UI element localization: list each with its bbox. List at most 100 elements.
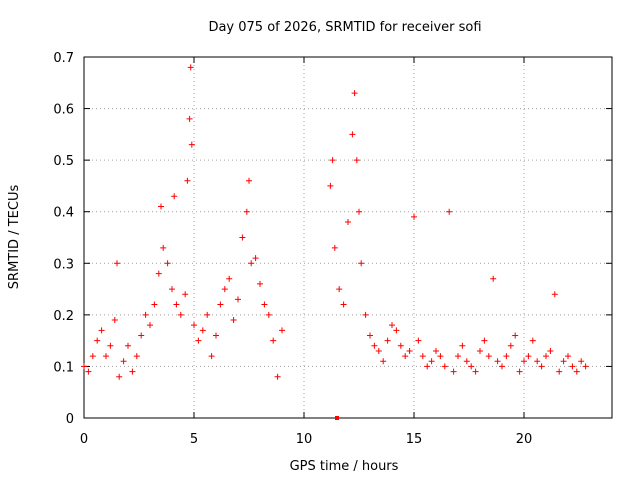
- data-point: [85, 368, 92, 375]
- data-point: [543, 353, 549, 360]
- data-point: [351, 90, 358, 97]
- data-point: [116, 373, 123, 380]
- data-point: [525, 353, 532, 360]
- data-point: [397, 342, 404, 349]
- data-point: [158, 203, 164, 210]
- data-point: [177, 311, 184, 318]
- data-point: [195, 337, 202, 344]
- data-point: [114, 260, 120, 267]
- data-point: [415, 337, 422, 344]
- data-point: [371, 342, 378, 349]
- data-point: [433, 347, 439, 354]
- y-tick-label: 0.7: [53, 51, 74, 66]
- data-point: [450, 368, 457, 375]
- y-axis-tick-labels: 0 0.1 0.2 0.3 0.4 0.5 0.6 0.7: [53, 51, 74, 427]
- data-point: [551, 291, 558, 298]
- data-point: [573, 368, 580, 375]
- data-point: [169, 286, 175, 293]
- data-point: [184, 177, 191, 184]
- data-point: [138, 332, 145, 339]
- y-tick-label: 0.1: [53, 360, 74, 375]
- data-point: [560, 358, 567, 365]
- data-point: [274, 373, 281, 380]
- data-point: [503, 353, 510, 360]
- plot-frame: [83, 56, 613, 419]
- data-point: [173, 301, 180, 308]
- x-tick-label: 0: [80, 432, 88, 447]
- data-point: [94, 337, 101, 344]
- data-point: [89, 353, 96, 360]
- data-point: [485, 353, 492, 360]
- data-point: [356, 208, 362, 215]
- data-point: [107, 342, 114, 349]
- data-point: [147, 322, 153, 329]
- x-tick-label: 10: [296, 432, 313, 447]
- data-point: [547, 347, 554, 354]
- data-point: [582, 363, 589, 370]
- data-point: [248, 260, 255, 267]
- data-point: [246, 177, 252, 184]
- x-axis-label: GPS time / hours: [290, 459, 399, 474]
- data-point: [459, 342, 466, 349]
- data-point: [230, 317, 237, 324]
- data-point: [380, 358, 387, 365]
- data-point: [270, 337, 277, 344]
- data-point: [468, 363, 475, 370]
- data-point: [389, 322, 395, 329]
- y-tick-label: 0.3: [53, 257, 74, 272]
- data-points: [81, 64, 589, 380]
- data-point: [111, 317, 118, 324]
- data-point: [252, 255, 259, 262]
- data-point: [217, 301, 224, 308]
- axis-ticks: [83, 56, 612, 419]
- x-tick-label: 15: [406, 432, 423, 447]
- data-point: [437, 353, 444, 360]
- data-point: [367, 332, 373, 339]
- data-point: [336, 286, 343, 293]
- data-point: [208, 353, 215, 360]
- data-point: [120, 358, 127, 365]
- data-point: [565, 353, 571, 360]
- data-point: [402, 353, 409, 360]
- data-point: [98, 327, 105, 334]
- y-tick-label: 0.5: [53, 154, 74, 169]
- data-point: [446, 208, 453, 215]
- data-point: [187, 64, 194, 71]
- data-point: [455, 353, 461, 360]
- annotations: [335, 416, 339, 420]
- data-point: [393, 327, 400, 334]
- data-point: [521, 358, 527, 365]
- data-point: [556, 368, 563, 375]
- data-point: [340, 301, 347, 308]
- y-tick-label: 0: [66, 412, 74, 427]
- data-point: [164, 260, 171, 267]
- data-point: [507, 342, 514, 349]
- y-tick-label: 0.4: [53, 206, 74, 221]
- data-point: [235, 296, 241, 303]
- data-point: [331, 244, 338, 251]
- data-point: [239, 234, 246, 241]
- data-point: [538, 363, 545, 370]
- data-point: [375, 347, 382, 354]
- data-point: [406, 347, 413, 354]
- data-point: [213, 332, 219, 339]
- data-point: [494, 358, 501, 365]
- data-point: [419, 353, 426, 360]
- data-point: [182, 291, 189, 298]
- data-point: [133, 353, 140, 360]
- data-point: [81, 363, 87, 370]
- data-point: [243, 208, 250, 215]
- data-point: [257, 280, 263, 287]
- data-point: [477, 347, 483, 354]
- data-point: [129, 368, 136, 375]
- data-point: [481, 337, 488, 344]
- x-tick-label: 5: [190, 432, 198, 447]
- data-point: [327, 182, 334, 189]
- data-point: [463, 358, 470, 365]
- data-point: [428, 358, 435, 365]
- y-axis-label: SRMTID / TECUs: [7, 185, 22, 290]
- data-point: [188, 141, 195, 148]
- data-point: [529, 337, 536, 344]
- data-point: [142, 311, 149, 318]
